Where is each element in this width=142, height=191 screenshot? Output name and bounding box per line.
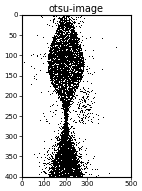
Title: otsu-image: otsu-image [49, 4, 104, 14]
